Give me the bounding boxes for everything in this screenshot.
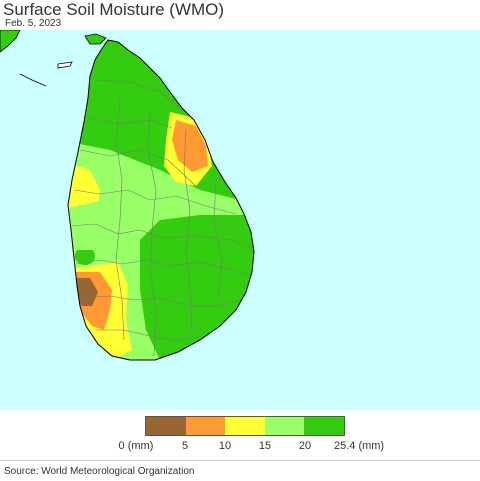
soil-moisture-map (0, 30, 255, 361)
footer: Source: World Meteorological Organizatio… (0, 460, 480, 481)
moisture-zones (68, 40, 254, 360)
mannar-island (57, 61, 73, 69)
legend-colorbar (145, 416, 345, 436)
legend-tick-15: 15 (258, 440, 272, 452)
page-title: Surface Soil Moisture (WMO) (3, 0, 225, 19)
map-panel[interactable] (0, 30, 480, 410)
legend-swatch-20-25 (304, 417, 344, 435)
legend-labels: 0 (mm) 5 10 15 20 25.4 (mm) (0, 440, 480, 454)
legend-swatch-15-20 (264, 417, 305, 435)
legend-swatch-0-5 (146, 417, 186, 435)
legend-tick-5: 5 (181, 440, 189, 452)
palk-strait-shore (19, 73, 47, 87)
jaffna-islands (84, 33, 107, 45)
india-landmass (0, 30, 21, 53)
legend-tick-10: 10 (218, 440, 232, 452)
source-credit: Source: World Meteorological Organizatio… (4, 466, 195, 477)
legend-tick-25-4: 25.4 (mm) (333, 440, 385, 452)
legend-swatch-10-15 (225, 417, 265, 435)
legend-tick-0: 0 (mm) (118, 440, 154, 452)
legend-swatch-5-10 (185, 417, 226, 435)
legend-tick-20: 20 (298, 440, 312, 452)
map-date: Feb. 5, 2023 (5, 18, 62, 29)
